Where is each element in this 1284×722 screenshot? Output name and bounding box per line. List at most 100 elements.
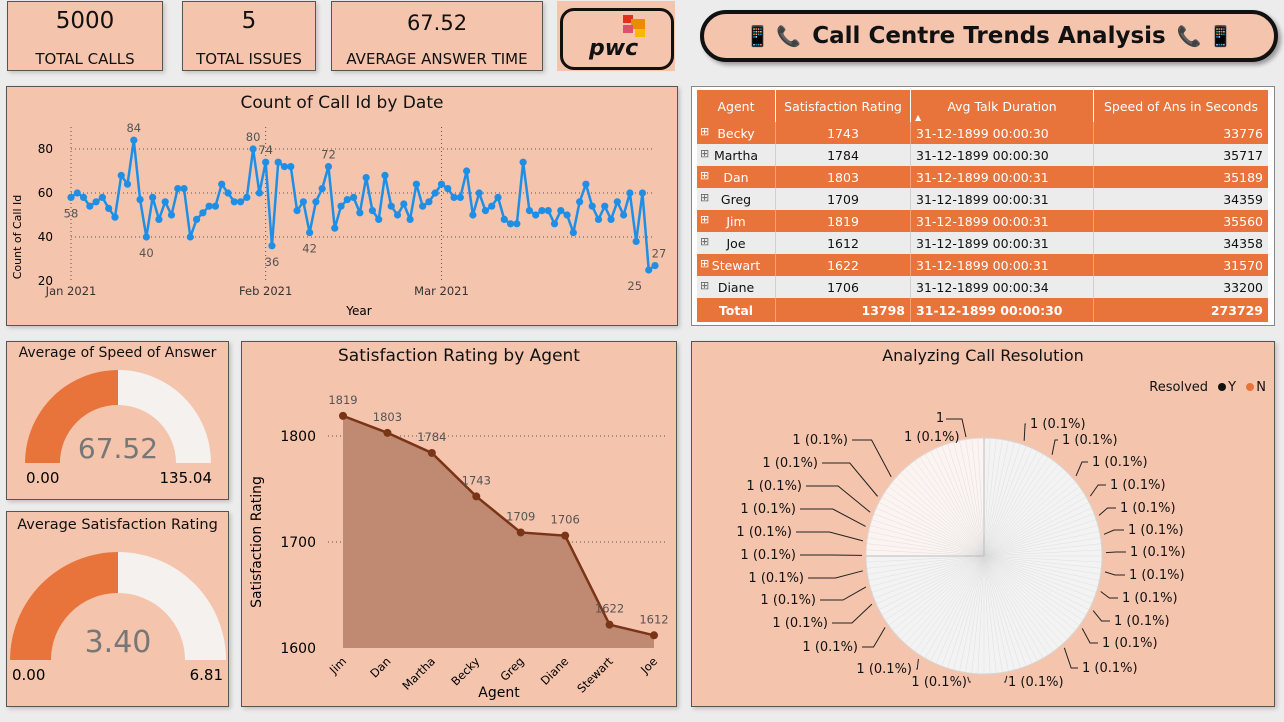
- data-point: [67, 193, 75, 201]
- expand-icon[interactable]: ⊞: [700, 235, 710, 248]
- data-point: [650, 631, 658, 640]
- pie-slice-edge: [876, 507, 985, 557]
- pie-slice-edge: [904, 555, 985, 644]
- leader-line: [1051, 439, 1058, 455]
- legend-item-N[interactable]: N: [1256, 380, 1266, 395]
- gauge-min: 0.00: [12, 666, 45, 684]
- table-row[interactable]: ⊞ Stewart 1622 31-12-1899 00:00:31 31570: [697, 254, 1268, 276]
- expand-icon[interactable]: ⊞: [700, 257, 710, 270]
- data-label: 1803: [373, 410, 402, 424]
- pie-slice-edge: [971, 555, 985, 674]
- data-point: [594, 215, 603, 223]
- slice-label: 1 (0.1%): [740, 548, 796, 563]
- x-tick-label: Martha: [399, 654, 438, 693]
- data-point: [500, 215, 508, 223]
- pie-slice-edge: [983, 486, 1080, 557]
- pie-slice-edge: [866, 543, 985, 557]
- header-satisfaction[interactable]: Satisfaction Rating: [775, 90, 911, 122]
- table-row[interactable]: ⊞ Greg 1709 31-12-1899 00:00:31 34359: [697, 188, 1268, 210]
- gauge-value: 67.52: [78, 432, 158, 465]
- pie-slice-edge: [983, 472, 1068, 557]
- expand-icon[interactable]: ⊞: [700, 147, 710, 160]
- table-row[interactable]: ⊞ Becky 1743 31-12-1899 00:00:30 33776: [697, 122, 1268, 144]
- pie-slice-edge: [983, 507, 1092, 557]
- table-row[interactable]: ⊞ Joe 1612 31-12-1899 00:00:31 34358: [697, 232, 1268, 254]
- pie-slice-edge: [888, 555, 985, 626]
- leader-line: [852, 439, 892, 478]
- gauge-max: 135.04: [160, 469, 213, 487]
- table-row[interactable]: ⊞ Dan 1803 31-12-1899 00:00:31 35189: [697, 166, 1268, 188]
- pie-slice-edge: [983, 555, 1092, 605]
- data-point: [550, 220, 559, 228]
- cell-rating: 1709: [775, 188, 911, 210]
- pie-slice-edge: [867, 537, 985, 557]
- phone-icon-right: 📞 📱: [1176, 24, 1233, 48]
- data-point: [318, 185, 326, 193]
- data-point: [306, 229, 314, 237]
- data-point: [425, 198, 433, 206]
- data-point: [437, 180, 446, 188]
- data-point: [651, 262, 659, 270]
- data-point: [249, 145, 257, 153]
- x-tick-label: Becky: [448, 654, 482, 688]
- data-point: [274, 158, 282, 166]
- data-label: 72: [321, 148, 336, 162]
- slice-label: 1: [936, 411, 944, 426]
- x-axis-label: Agent: [478, 685, 520, 701]
- slice-label: 1 (0.1%): [911, 675, 967, 690]
- pie-slice-edge: [983, 555, 1102, 569]
- pie-slice-edge: [983, 445, 1027, 557]
- header-agent[interactable]: Agent: [697, 90, 776, 122]
- y-tick-label: 80: [38, 142, 53, 156]
- expand-icon[interactable]: ⊞: [700, 279, 710, 292]
- table-row[interactable]: ⊞ Martha 1784 31-12-1899 00:00:30 35717: [697, 144, 1268, 166]
- pie-slice-edge: [876, 555, 985, 605]
- leader-line: [1103, 529, 1124, 535]
- data-label: 1706: [551, 513, 580, 527]
- legend-item-Y[interactable]: Y: [1228, 380, 1237, 395]
- cell-speed: 34358: [1223, 235, 1263, 251]
- cell-speed: 35189: [1223, 169, 1263, 185]
- data-point: [155, 215, 163, 223]
- expand-icon[interactable]: ⊞: [700, 169, 710, 182]
- pie-slice-edge: [983, 555, 1027, 667]
- data-point: [73, 189, 81, 197]
- header-speed[interactable]: Speed of Ans in Seconds: [1103, 98, 1259, 114]
- header-avg-talk[interactable]: Avg Talk Duration ▲: [910, 90, 1094, 122]
- pie-slice-edge: [983, 555, 991, 674]
- pwc-logo-card: pwc: [557, 1, 675, 71]
- kpi-average-answer-time: 67.52 AVERAGE ANSWER TIME: [331, 1, 543, 71]
- data-point: [211, 202, 220, 210]
- data-label: 1743: [462, 473, 491, 487]
- slice-label: 1 (0.1%): [904, 430, 960, 445]
- pie-slice-edge: [983, 464, 1059, 557]
- data-point: [588, 202, 596, 210]
- y-tick-label: 20: [38, 274, 53, 288]
- cell-duration: 31-12-1899 00:00:30: [910, 144, 1094, 166]
- leader-line: [967, 676, 971, 683]
- pie-slice-edge: [983, 450, 1038, 557]
- slice-label: 1 (0.1%): [1062, 433, 1118, 448]
- leader-line: [1105, 551, 1126, 554]
- expand-icon[interactable]: ⊞: [700, 191, 710, 204]
- pie-slice-edge: [884, 491, 985, 557]
- data-point: [123, 180, 132, 188]
- slice-label: 1 (0.1%): [802, 640, 858, 655]
- expand-icon[interactable]: ⊞: [700, 213, 710, 226]
- x-tick-label: Feb 2021: [239, 284, 292, 298]
- data-point: [136, 196, 144, 204]
- y-tick-label: 1600: [280, 641, 316, 657]
- pie-slice-edge: [884, 555, 985, 621]
- table-row[interactable]: ⊞ Jim 1819 31-12-1899 00:00:31 35560: [697, 210, 1268, 232]
- table-row[interactable]: ⊞ Diane 1706 31-12-1899 00:00:34 33200: [697, 276, 1268, 298]
- gauge-min: 0.00: [26, 469, 59, 487]
- kpi-value: 5000: [55, 8, 115, 34]
- leader-line: [822, 462, 878, 497]
- kpi-total-calls: 5000 TOTAL CALLS: [7, 1, 163, 71]
- expand-icon[interactable]: ⊞: [700, 125, 710, 138]
- slice-label: 1 (0.1%): [1008, 675, 1064, 690]
- leader-line: [1075, 461, 1088, 477]
- pie-slice-edge: [983, 555, 1021, 669]
- data-point: [516, 528, 525, 537]
